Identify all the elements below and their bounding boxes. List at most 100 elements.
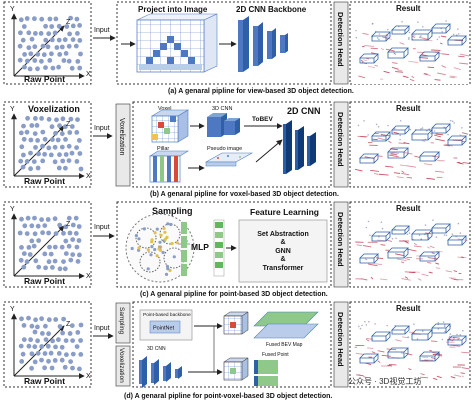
sample-dot [146, 248, 150, 252]
point-dot [27, 252, 33, 257]
row-a: Y X Z Raw Point Input Project into Image… [3, 1, 471, 95]
lidar-streak [385, 33, 388, 36]
axis-y-label: Y [10, 206, 15, 213]
caption-a: (a) A genaral pipline for view-based 3D … [168, 88, 354, 95]
lidar-streak [441, 53, 450, 56]
lidar-streak [450, 75, 457, 78]
lidar-streak [461, 132, 469, 135]
point-dot [77, 366, 82, 372]
point-dot [24, 159, 30, 164]
sample-dot [158, 240, 162, 244]
lidar-streak [429, 245, 435, 249]
point-dot [41, 52, 47, 58]
lidar-streak [383, 70, 390, 74]
feature-learning-box [238, 219, 328, 283]
raw-point-label: Raw Point [24, 276, 65, 286]
lidar-streak [354, 168, 363, 172]
point-dot [26, 343, 32, 349]
lidar-point [401, 21, 403, 23]
detection-box [387, 247, 409, 259]
detection-box [359, 153, 379, 164]
detection-box [359, 53, 379, 64]
lidar-streak [441, 65, 447, 68]
point-dot [76, 238, 82, 243]
detection-box [431, 23, 451, 34]
pillar-label: Pillar [157, 146, 169, 152]
lidar-streak [435, 267, 441, 269]
detection-box [391, 125, 410, 135]
caption-d: (d) A genaral pipline for point-voxel-ba… [124, 393, 332, 400]
fused-bev-map [253, 311, 319, 339]
detection-head-c [333, 201, 349, 288]
axis-z-line [13, 325, 65, 377]
lidar-streak [380, 278, 388, 281]
lidar-streak [394, 172, 401, 174]
detection-box [387, 47, 409, 59]
lidar-point [416, 338, 419, 340]
point-dot [63, 251, 69, 256]
point-dot [77, 151, 83, 156]
fusion-voxel-top [223, 311, 249, 335]
lidar-streak [427, 262, 432, 264]
point-dot [70, 222, 76, 228]
point-dot [39, 116, 44, 121]
lidar-point [365, 226, 368, 229]
point-dot [73, 215, 79, 221]
point-dot [70, 351, 76, 357]
lidar-streak [386, 239, 393, 243]
point-dot [32, 329, 38, 335]
point-dot [20, 37, 26, 43]
point-dot [68, 257, 74, 263]
raw-point-label: Raw Point [24, 176, 65, 186]
lidar-streak [356, 374, 364, 377]
lidar-streak [397, 69, 403, 72]
point-dot [35, 138, 40, 143]
point-dot [31, 243, 37, 249]
pillar-block [148, 150, 190, 183]
detection-head-label-a: Detection Head [336, 12, 345, 67]
result-panel-b [349, 101, 471, 188]
lidar-point [369, 234, 371, 237]
lidar-streak [408, 60, 419, 63]
sample-dot [168, 268, 172, 273]
detection-box [371, 331, 391, 342]
point-dot [18, 343, 24, 349]
point-dot [42, 251, 48, 257]
lidar-streak [393, 52, 397, 55]
point-dot [46, 31, 52, 37]
fl-item-gnn: GNN [275, 248, 291, 255]
point-dot [19, 245, 24, 250]
point-dot [50, 65, 56, 71]
lidar-point [437, 328, 440, 330]
lidar-streak [401, 278, 411, 281]
lidar-streak [412, 34, 416, 37]
point-dot [59, 131, 65, 137]
lidar-point [399, 138, 401, 141]
point-dot [21, 337, 27, 342]
lidar-point [364, 321, 366, 323]
lidar-streak [430, 340, 438, 342]
point-dot [36, 238, 41, 244]
point-dot [56, 37, 62, 43]
point-dot [43, 337, 49, 342]
lidar-streak [423, 73, 431, 76]
lidar-point [399, 134, 402, 137]
sample-dot [169, 222, 173, 227]
point-dot [53, 130, 58, 136]
point-dot [47, 58, 53, 63]
lidar-point [417, 21, 419, 24]
point-dot [38, 31, 44, 36]
fl-item-transformer: Transformer [263, 265, 304, 272]
lidar-streak [414, 155, 420, 158]
lidar-streak [440, 35, 447, 38]
raw-point-panel-d [3, 301, 92, 388]
point-dot [63, 338, 69, 343]
point-cloud-a [11, 13, 85, 79]
result-visual-c [352, 216, 468, 284]
point-dot [29, 238, 35, 244]
lidar-streak [426, 177, 435, 180]
lidar-streak [424, 72, 428, 75]
lidar-streak [406, 165, 416, 168]
axis-y-label: Y [10, 6, 15, 13]
